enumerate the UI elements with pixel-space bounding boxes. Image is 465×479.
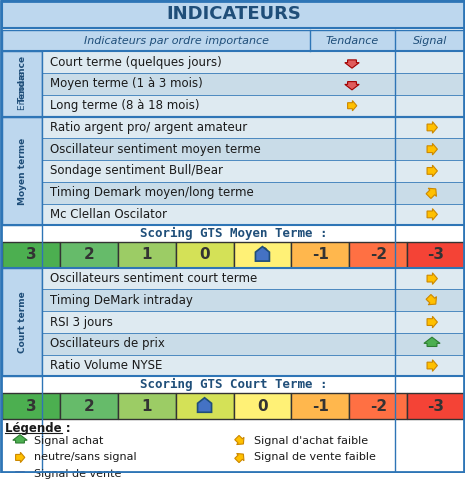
Text: Signal d'achat faible: Signal d'achat faible: [254, 435, 368, 445]
Polygon shape: [235, 435, 244, 445]
FancyBboxPatch shape: [292, 242, 349, 268]
FancyBboxPatch shape: [233, 393, 292, 419]
FancyBboxPatch shape: [233, 242, 292, 268]
Text: Signal de vente: Signal de vente: [34, 469, 121, 479]
Text: Scoring GTS Moyen Terme :: Scoring GTS Moyen Terme :: [140, 227, 327, 240]
FancyBboxPatch shape: [118, 242, 176, 268]
Text: -1: -1: [312, 247, 329, 262]
Polygon shape: [427, 273, 438, 285]
Polygon shape: [426, 188, 437, 198]
Text: Signal de vente faible: Signal de vente faible: [254, 453, 376, 462]
FancyBboxPatch shape: [42, 289, 465, 311]
Text: 1: 1: [141, 247, 152, 262]
FancyBboxPatch shape: [60, 393, 118, 419]
FancyBboxPatch shape: [349, 393, 407, 419]
FancyBboxPatch shape: [42, 268, 465, 289]
FancyBboxPatch shape: [407, 242, 465, 268]
Text: Long terme (8 à 18 mois): Long terme (8 à 18 mois): [50, 99, 199, 112]
FancyBboxPatch shape: [60, 242, 118, 268]
Polygon shape: [13, 435, 27, 443]
FancyBboxPatch shape: [42, 138, 465, 160]
Text: Timing Demark moyen/long terme: Timing Demark moyen/long terme: [50, 186, 254, 199]
Text: -2: -2: [370, 399, 387, 413]
FancyBboxPatch shape: [42, 333, 465, 354]
Text: 0: 0: [257, 247, 268, 262]
FancyBboxPatch shape: [292, 393, 349, 419]
Text: Court terme: Court terme: [18, 291, 27, 353]
FancyBboxPatch shape: [2, 51, 42, 116]
Polygon shape: [427, 209, 438, 220]
Text: Timing DeMark intraday: Timing DeMark intraday: [50, 294, 193, 307]
Text: RSI 3 jours: RSI 3 jours: [50, 316, 113, 329]
FancyBboxPatch shape: [42, 73, 465, 95]
FancyBboxPatch shape: [407, 393, 465, 419]
Polygon shape: [198, 398, 212, 412]
Polygon shape: [348, 101, 357, 111]
Text: Oscillateurs sentiment court terme: Oscillateurs sentiment court terme: [50, 272, 257, 285]
Text: 0: 0: [199, 399, 210, 413]
FancyBboxPatch shape: [42, 116, 465, 138]
Text: neutre/sans signal: neutre/sans signal: [34, 453, 137, 462]
FancyBboxPatch shape: [2, 268, 42, 376]
FancyBboxPatch shape: [42, 204, 465, 225]
Text: Tendance: Tendance: [326, 35, 379, 46]
Polygon shape: [345, 60, 359, 68]
Text: 2: 2: [83, 399, 94, 413]
Polygon shape: [255, 247, 269, 261]
Text: -3: -3: [427, 399, 445, 413]
Polygon shape: [427, 316, 438, 328]
Polygon shape: [345, 81, 359, 90]
Text: Ratio argent pro/ argent amateur: Ratio argent pro/ argent amateur: [50, 121, 247, 134]
Text: INDICATEURS: INDICATEURS: [166, 5, 301, 23]
FancyBboxPatch shape: [42, 160, 465, 182]
FancyBboxPatch shape: [118, 393, 176, 419]
FancyBboxPatch shape: [2, 242, 60, 268]
FancyBboxPatch shape: [42, 51, 465, 73]
Text: Moyen terme: Moyen terme: [18, 137, 27, 205]
FancyBboxPatch shape: [42, 182, 465, 204]
Text: Légende :: Légende :: [5, 422, 71, 435]
Text: Moyen terme (1 à 3 mois): Moyen terme (1 à 3 mois): [50, 78, 203, 91]
Text: Ratio Volume NYSE: Ratio Volume NYSE: [50, 359, 162, 372]
Text: Signal: Signal: [413, 35, 447, 46]
Text: Court terme (quelques jours): Court terme (quelques jours): [50, 56, 222, 69]
Text: Scoring GTS Court Terme :: Scoring GTS Court Terme :: [140, 378, 327, 391]
Polygon shape: [13, 472, 27, 479]
Text: Indicateurs par ordre importance: Indicateurs par ordre importance: [84, 35, 268, 46]
Text: Tendance: Tendance: [18, 55, 27, 103]
Text: Oscillateurs de prix: Oscillateurs de prix: [50, 337, 165, 350]
FancyBboxPatch shape: [2, 116, 42, 225]
Polygon shape: [426, 295, 437, 305]
FancyBboxPatch shape: [42, 311, 465, 333]
Polygon shape: [424, 337, 440, 346]
Text: -3: -3: [427, 247, 445, 262]
Text: 2: 2: [83, 247, 94, 262]
Text: 3: 3: [26, 399, 36, 413]
Polygon shape: [16, 452, 25, 463]
Text: Oscillateur sentiment moyen terme: Oscillateur sentiment moyen terme: [50, 143, 261, 156]
FancyBboxPatch shape: [2, 0, 465, 28]
Polygon shape: [427, 122, 438, 133]
Text: 0: 0: [257, 399, 268, 413]
Polygon shape: [427, 165, 438, 177]
Text: 0: 0: [199, 247, 210, 262]
FancyBboxPatch shape: [176, 242, 233, 268]
FancyBboxPatch shape: [42, 95, 465, 116]
Text: Signal achat: Signal achat: [34, 435, 103, 445]
Text: 1: 1: [141, 399, 152, 413]
Polygon shape: [427, 143, 438, 155]
Polygon shape: [427, 360, 438, 371]
Text: -2: -2: [370, 247, 387, 262]
FancyBboxPatch shape: [42, 354, 465, 376]
Text: En cours: En cours: [18, 71, 27, 110]
Text: Sondage sentiment Bull/Bear: Sondage sentiment Bull/Bear: [50, 164, 223, 177]
Text: -1: -1: [312, 399, 329, 413]
FancyBboxPatch shape: [349, 242, 407, 268]
FancyBboxPatch shape: [176, 393, 233, 419]
Text: 3: 3: [26, 247, 36, 262]
FancyBboxPatch shape: [2, 30, 465, 51]
FancyBboxPatch shape: [2, 393, 60, 419]
Polygon shape: [235, 454, 244, 463]
Text: Mc Clellan Oscilator: Mc Clellan Oscilator: [50, 208, 167, 221]
